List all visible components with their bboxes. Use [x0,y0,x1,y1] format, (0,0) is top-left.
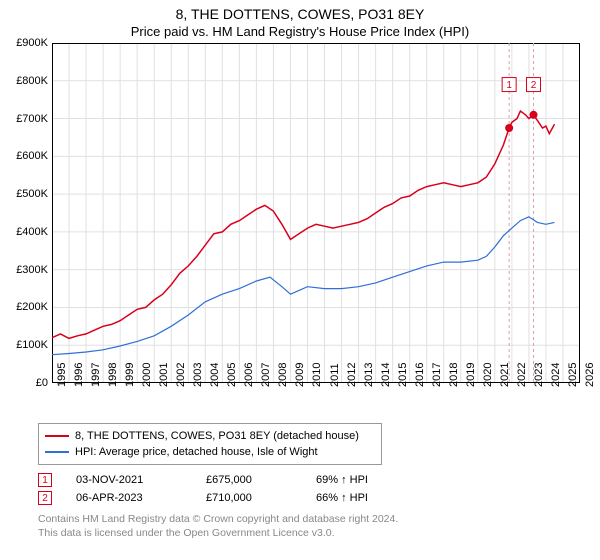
y-tick-label: £600K [16,150,48,162]
x-tick-label: 1995 [56,363,68,387]
y-tick-label: £800K [16,75,48,87]
footer-line1: Contains HM Land Registry data © Crown c… [38,513,600,527]
x-tick-label: 2010 [311,363,323,387]
x-tick-label: 2014 [380,363,392,387]
y-tick-label: £200K [16,301,48,313]
chart-subtitle: Price paid vs. HM Land Registry's House … [0,22,600,43]
x-tick-label: 2012 [346,363,358,387]
x-tick-label: 1997 [90,363,102,387]
x-tick-label: 2018 [448,363,460,387]
event-date: 03-NOV-2021 [76,474,206,486]
event-marker-icon: 2 [38,491,52,505]
y-tick-label: £500K [16,188,48,200]
event-date: 06-APR-2023 [76,492,206,504]
x-tick-label: 2024 [550,363,562,387]
events-list: 1 03-NOV-2021£675,00069% ↑ HPI 2 06-APR-202… [38,471,600,507]
x-tick-label: 2019 [465,363,477,387]
footer-text: Contains HM Land Registry data © Crown c… [38,513,600,540]
x-tick-label: 2017 [431,363,443,387]
x-tick-label: 2003 [192,363,204,387]
x-tick-label: 2021 [499,363,511,387]
y-tick-label: £400K [16,226,48,238]
x-tick-label: 2000 [141,363,153,387]
chart-title: 8, THE DOTTENS, COWES, PO31 8EY [0,0,600,22]
x-tick-label: 2009 [294,363,306,387]
legend-swatch [45,451,69,453]
x-tick-label: 1996 [73,363,85,387]
x-tick-label: 2013 [363,363,375,387]
x-tick-label: 2025 [567,363,579,387]
x-tick-label: 2011 [329,363,341,387]
chart-svg: 12 [52,43,580,383]
chart-container: 8, THE DOTTENS, COWES, PO31 8EY Price pa… [0,0,600,560]
y-tick-label: £700K [16,113,48,125]
legend-label: HPI: Average price, detached house, Isle… [75,444,318,460]
legend-item: HPI: Average price, detached house, Isle… [45,444,375,460]
event-marker-icon: 1 [38,473,52,487]
legend-label: 8, THE DOTTENS, COWES, PO31 8EY (detache… [75,428,359,444]
x-tick-label: 2026 [584,363,596,387]
legend-swatch [45,435,69,437]
x-tick-label: 2002 [175,363,187,387]
x-tick-label: 2001 [158,363,170,387]
event-row: 1 03-NOV-2021£675,00069% ↑ HPI [38,471,600,489]
svg-text:2: 2 [531,80,537,91]
x-tick-label: 1998 [107,363,119,387]
event-delta: 66% ↑ HPI [316,492,368,504]
x-tick-label: 2004 [209,363,221,387]
event-row: 2 06-APR-2023£710,00066% ↑ HPI [38,489,600,507]
event-price: £675,000 [206,474,316,486]
x-tick-label: 2007 [260,363,272,387]
y-tick-label: £300K [16,264,48,276]
event-delta: 69% ↑ HPI [316,474,368,486]
svg-text:1: 1 [506,80,512,91]
x-tick-label: 2016 [414,363,426,387]
x-tick-label: 2005 [226,363,238,387]
y-tick-label: £900K [16,37,48,49]
x-tick-label: 2006 [243,363,255,387]
y-tick-label: £100K [16,339,48,351]
x-tick-label: 2020 [482,363,494,387]
x-tick-label: 2015 [397,363,409,387]
legend-item: 8, THE DOTTENS, COWES, PO31 8EY (detache… [45,428,375,444]
x-tick-label: 1999 [124,363,136,387]
footer-line2: This data is licensed under the Open Gov… [38,527,600,541]
x-tick-label: 2022 [516,363,528,387]
x-tick-label: 2023 [533,363,545,387]
legend-box: 8, THE DOTTENS, COWES, PO31 8EY (detache… [38,423,382,465]
event-price: £710,000 [206,492,316,504]
chart-area: 12 £0£100K£200K£300K£400K£500K£600K£700K… [52,43,580,383]
x-tick-label: 2008 [277,363,289,387]
y-tick-label: £0 [36,377,48,389]
